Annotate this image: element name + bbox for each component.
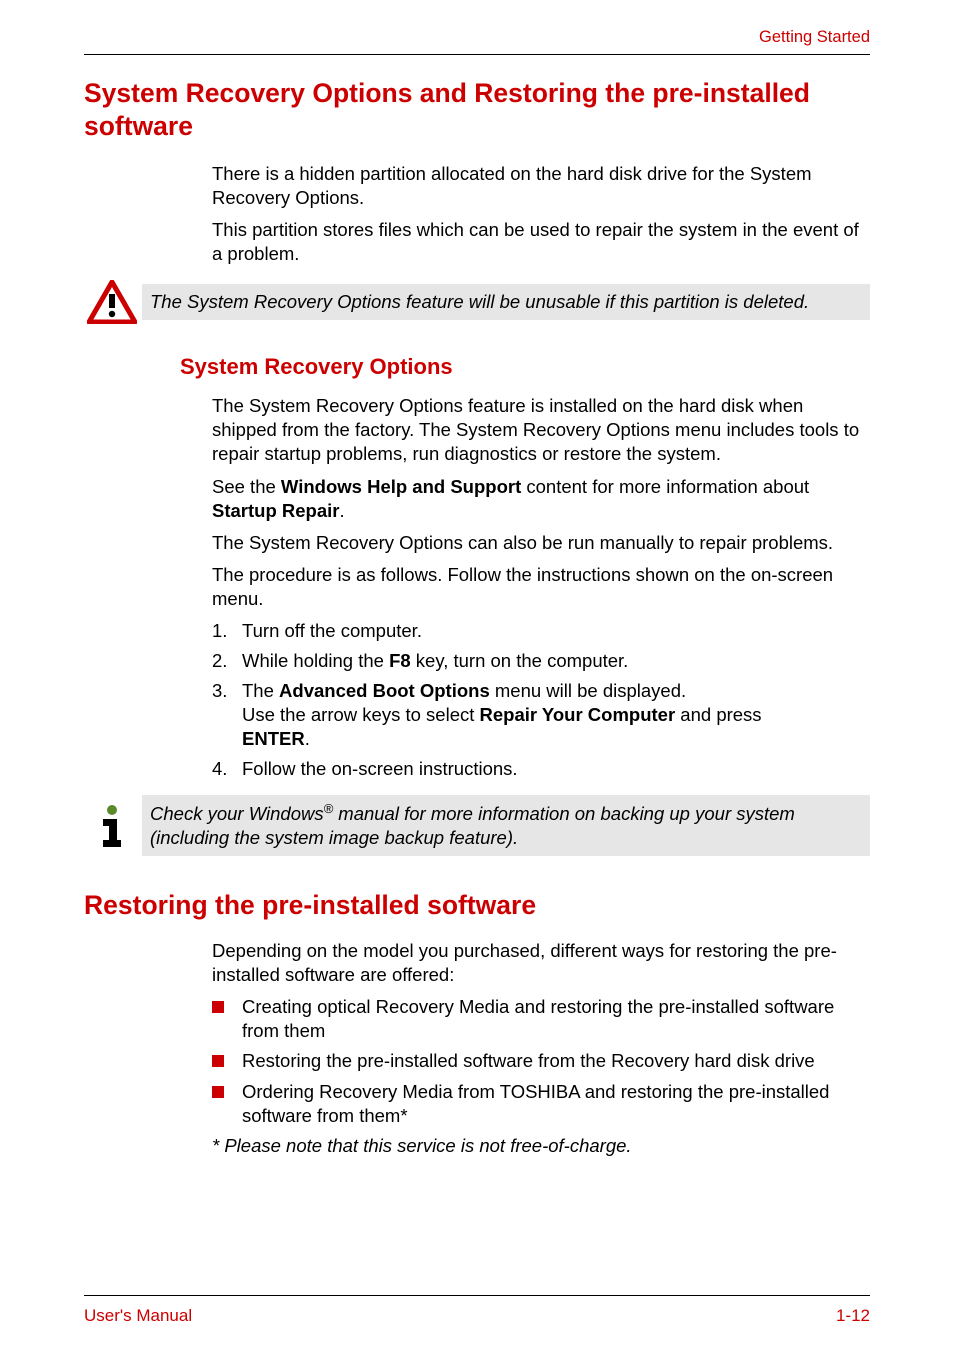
sub-para2: See the Windows Help and Support content… <box>212 475 870 523</box>
sub-para2-bold2: Startup Repair <box>212 500 339 521</box>
info-callout: Check your Windows® manual for more info… <box>84 795 870 856</box>
section2-footnote-block: * Please note that this service is not f… <box>212 1134 870 1158</box>
bullet-3: Ordering Recovery Media from TOSHIBA and… <box>212 1080 870 1128</box>
sub-para4: The procedure is as follows. Follow the … <box>212 563 870 611</box>
section2-title: Restoring the pre-installed software <box>84 890 870 921</box>
page-footer: User's Manual 1-12 <box>84 1306 870 1326</box>
section1-para2: This partition stores files which can be… <box>212 218 870 266</box>
warning-icon <box>84 280 140 324</box>
step-1: Turn off the computer. <box>212 619 870 643</box>
restore-options-list: Creating optical Recovery Media and rest… <box>212 995 870 1127</box>
footer-rule <box>84 1295 870 1296</box>
sub-para2-mid: content for more information about <box>521 476 809 497</box>
section2-footnote: * Please note that this service is not f… <box>212 1134 870 1158</box>
info-icon <box>84 804 140 848</box>
footer-left: User's Manual <box>84 1306 192 1326</box>
section1-sub-body: The System Recovery Options feature is i… <box>212 394 870 610</box>
section2-body: Depending on the model you purchased, di… <box>212 939 870 987</box>
sub-para2-post: . <box>339 500 344 521</box>
bullet-1: Creating optical Recovery Media and rest… <box>212 995 870 1043</box>
sub-para1: The System Recovery Options feature is i… <box>212 394 870 466</box>
info-text: Check your Windows® manual for more info… <box>142 795 870 856</box>
bullet-2: Restoring the pre-installed software fro… <box>212 1049 870 1073</box>
step3-l2-post: . <box>305 728 310 749</box>
step-4: Follow the on-screen instructions. <box>212 757 870 781</box>
sub-para3: The System Recovery Options can also be … <box>212 531 870 555</box>
step3-l2-mid: and press <box>675 704 761 725</box>
warning-text: The System Recovery Options feature will… <box>142 284 870 320</box>
footer-right: 1-12 <box>836 1306 870 1326</box>
step-3: The Advanced Boot Options menu will be d… <box>212 679 870 751</box>
section1-para1: There is a hidden partition allocated on… <box>212 162 870 210</box>
section1-sub-title: System Recovery Options <box>180 354 870 380</box>
warning-callout: The System Recovery Options feature will… <box>84 280 870 324</box>
step3-mid1: menu will be displayed. <box>490 680 686 701</box>
header-rule <box>84 54 870 55</box>
page-content: Getting Started System Recovery Options … <box>0 0 954 1158</box>
step-2: While holding the F8 key, turn on the co… <box>212 649 870 673</box>
header-section-label: Getting Started <box>84 28 870 47</box>
step3-bold3: ENTER <box>242 728 305 749</box>
section1-title: System Recovery Options and Restoring th… <box>84 77 870 142</box>
step2-bold: F8 <box>389 650 411 671</box>
step3-pre: The <box>242 680 279 701</box>
step2-post: key, turn on the computer. <box>411 650 629 671</box>
info-pre: Check your Windows <box>150 803 324 824</box>
step3-l2-pre: Use the arrow keys to select <box>242 704 480 725</box>
step2-pre: While holding the <box>242 650 389 671</box>
step3-bold1: Advanced Boot Options <box>279 680 490 701</box>
sub-para2-pre: See the <box>212 476 281 497</box>
step3-bold2: Repair Your Computer <box>480 704 676 725</box>
procedure-list: Turn off the computer. While holding the… <box>212 619 870 781</box>
info-sup: ® <box>324 801 334 816</box>
section1-body: There is a hidden partition allocated on… <box>212 162 870 266</box>
sub-para2-bold1: Windows Help and Support <box>281 476 521 497</box>
section2-para1: Depending on the model you purchased, di… <box>212 939 870 987</box>
